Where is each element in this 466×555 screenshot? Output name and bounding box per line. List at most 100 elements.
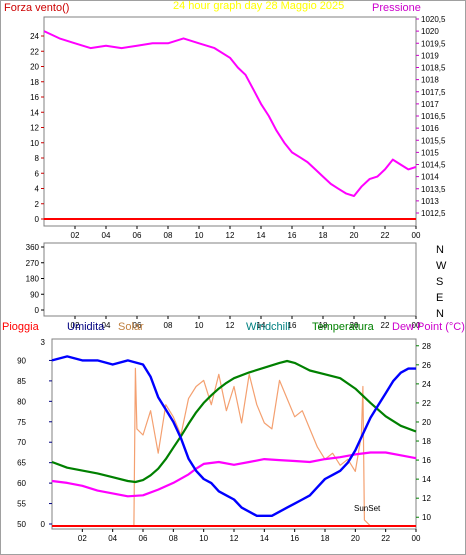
pressure-line	[43, 30, 417, 197]
wind-y-tick-label: 10	[30, 139, 39, 148]
wind-speed-label: Forza vento()	[4, 2, 69, 14]
wind-direction-x-tick-label: 10	[195, 321, 204, 330]
temperature-y-tick-label: 22	[422, 399, 431, 408]
wind-direction-x-tick-label: 22	[381, 321, 390, 330]
chart-title: 24 hour graph day 28 Maggio 2025	[173, 0, 344, 12]
temperature-y-tick-label: 20	[422, 418, 431, 427]
pressure-y-tick-label: 1018,5	[421, 64, 446, 73]
wind-direction-x-tick-label: 16	[288, 321, 297, 330]
pressure-y-tick-label: 1019	[421, 51, 439, 60]
direction-y-tick-label: 90	[30, 290, 39, 299]
wind-pressure-x-tick-label: 22	[381, 231, 390, 240]
temperature-y-tick-label: 26	[422, 361, 431, 370]
wind-direction-x-tick-label: 06	[133, 321, 142, 330]
humidity-temperature-x-tick-label: 02	[78, 534, 87, 543]
humidity-temperature-x-tick-label: 04	[108, 534, 117, 543]
dew-point-label: Dew Point (°C)	[392, 321, 465, 333]
compass-label: E	[436, 292, 443, 304]
direction-y-tick-label: 180	[26, 275, 40, 284]
wind-pressure-x-tick-label: 12	[226, 231, 235, 240]
wind-direction-x-tick-label: 08	[164, 321, 173, 330]
wind-pressure-x-tick-label: 04	[102, 231, 111, 240]
humidity-temperature-chart: 50 55 60 65 70 75 80 85 90 0 3 10 12 14 16 18 20 22 24 26 28…	[17, 338, 431, 543]
wind-y-tick-label: 2	[35, 200, 40, 209]
pressure-y-tick-label: 1016	[421, 124, 439, 133]
wind-y-tick-label: 12	[30, 124, 39, 133]
humidity-temperature-x-tick-label: 12	[230, 534, 239, 543]
wind-direction-x-tick-label: 12	[226, 321, 235, 330]
temperature-y-tick-label: 10	[422, 513, 431, 522]
humidity-y-tick-label: 90	[17, 356, 26, 365]
pressure-y-tick-label: 1019,5	[421, 39, 446, 48]
humidity-y-tick-label: 70	[17, 438, 26, 447]
temperature-y-tick-label: 12	[422, 494, 431, 503]
sunset-annotation: SunSet	[354, 504, 381, 513]
humidity-temperature-x-tick-label: 16	[290, 534, 299, 543]
humidity-temperature-x-tick-label: 06	[139, 534, 148, 543]
humidity-y-tick-label: 85	[17, 377, 26, 386]
wind-y-tick-label: 16	[30, 93, 39, 102]
humidity-y-tick-label: 55	[17, 500, 26, 509]
pressure-y-tick-label: 1013,5	[421, 185, 446, 194]
temperature-line	[51, 359, 417, 484]
direction-y-tick-label: 360	[26, 243, 40, 252]
humidity-line	[51, 355, 416, 517]
pressure-y-tick-label: 1014	[421, 173, 439, 182]
solar-line	[52, 367, 416, 527]
pressure-y-tick-label: 1018	[421, 76, 439, 85]
wind-pressure-x-tick-label: 10	[195, 231, 204, 240]
temperature-y-tick-label: 14	[422, 475, 431, 484]
wind-direction-x-tick-label: 02	[71, 321, 80, 330]
pressure-y-tick-label: 1012,5	[421, 209, 446, 218]
wind-pressure-x-tick-label: 06	[133, 231, 142, 240]
wind-y-tick-label: 0	[35, 215, 40, 224]
wind-pressure-x-tick-label: 08	[164, 231, 173, 240]
wind-y-tick-label: 8	[35, 154, 40, 163]
temperature-y-tick-label: 16	[422, 456, 431, 465]
wind-direction-x-tick-label: 14	[257, 321, 266, 330]
temperature-y-tick-label: 24	[422, 380, 431, 389]
direction-y-tick-label: 0	[35, 306, 40, 315]
plot-area-wind-direction	[43, 242, 417, 317]
wind-pressure-x-tick-label: 00	[412, 231, 421, 240]
pressure-y-tick-label: 1020,5	[421, 15, 446, 24]
wind-pressure-x-tick-label: 14	[257, 231, 266, 240]
pressure-y-tick-label: 1015	[421, 148, 439, 157]
pressure-y-tick-label: 1014,5	[421, 161, 446, 170]
wind-y-tick-label: 6	[35, 169, 40, 178]
pressure-y-tick-label: 1020	[421, 27, 439, 36]
wind-pressure-x-tick-label: 18	[319, 231, 328, 240]
wind-y-tick-label: 24	[30, 32, 39, 41]
rain-label: Pioggia	[2, 321, 40, 333]
pressure-y-tick-label: 1015,5	[421, 136, 446, 145]
humidity-temperature-x-tick-label: 08	[169, 534, 178, 543]
temperature-y-tick-label: 28	[422, 342, 431, 351]
compass-label: N	[436, 308, 444, 320]
wind-direction-x-tick-label: 04	[102, 321, 111, 330]
wind-y-tick-label: 4	[35, 185, 40, 194]
humidity-temperature-x-tick-label: 00	[412, 534, 421, 543]
wind-pressure-x-tick-label: 16	[288, 231, 297, 240]
humidity-temperature-x-tick-label: 22	[381, 534, 390, 543]
pressure-y-tick-label: 1017	[421, 100, 439, 109]
humidity-y-tick-label: 50	[17, 520, 26, 529]
wind-y-tick-label: 18	[30, 78, 39, 87]
humidity-temperature-x-tick-label: 18	[321, 534, 330, 543]
compass-label: S	[436, 276, 443, 288]
humidity-y-tick-label: 60	[17, 479, 26, 488]
humidity-y-tick-label: 65	[17, 459, 26, 468]
wind-direction-x-tick-label: 20	[350, 321, 359, 330]
pressure-y-tick-label: 1016,5	[421, 112, 446, 121]
wind-direction-x-tick-label: 18	[319, 321, 328, 330]
wind-pressure-x-tick-label: 20	[350, 231, 359, 240]
humidity-temperature-x-tick-label: 20	[351, 534, 360, 543]
plot-area-wind-pressure	[43, 16, 417, 227]
wind-y-tick-label: 14	[30, 108, 39, 117]
pressure-label: Pressione	[372, 2, 421, 14]
temperature-y-tick-label: 18	[422, 437, 431, 446]
rain-y-tick-label: 3	[41, 338, 46, 347]
wind-direction-x-tick-label: 00	[412, 321, 421, 330]
